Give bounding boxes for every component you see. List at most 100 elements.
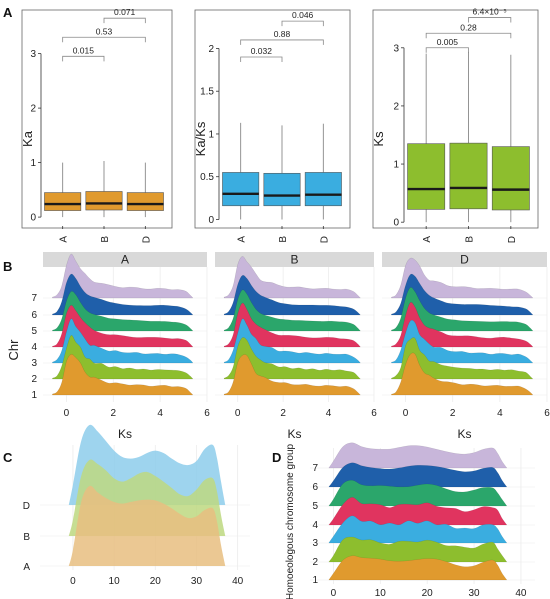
row-label: A	[23, 562, 30, 573]
box-a	[407, 143, 446, 210]
row-label: 5	[312, 501, 318, 512]
row-label: 4	[31, 342, 37, 353]
x-tick-label: B	[465, 236, 476, 243]
x-tick-label: 20	[150, 576, 162, 587]
x-tick-label: 20	[422, 588, 434, 599]
significance-bracket	[240, 56, 283, 63]
y-tick-label: 0	[208, 215, 214, 226]
x-tick-label: 4	[157, 408, 163, 419]
density-ridge-chr4	[52, 305, 194, 348]
facet-a: A 0 2 4 6 Ks	[43, 252, 210, 441]
x-tick-label: 4	[326, 408, 332, 419]
x-axis-title: Ks	[118, 427, 132, 441]
p-value-label: 0.046	[292, 10, 314, 20]
p-value-label: 0.28	[460, 22, 477, 32]
x-tick-label: 10	[109, 576, 121, 587]
density-ridge-chr2	[223, 337, 362, 380]
x-tick-label: 40	[232, 576, 244, 587]
density-ridge-chr5	[223, 289, 362, 332]
row-label: 3	[31, 358, 37, 369]
significance-bracket	[281, 20, 324, 27]
x-tick-label: 30	[469, 588, 481, 599]
density-ridge-chr5	[52, 290, 194, 332]
box-d	[491, 146, 530, 211]
y-tick-label: 1	[208, 129, 214, 140]
p-value-label: 0.071	[114, 7, 136, 17]
x-tick-label: 0	[64, 408, 70, 419]
x-tick-label: D	[507, 236, 518, 243]
row-label: D	[23, 501, 30, 512]
facet-strip	[382, 252, 547, 267]
row-label: 7	[31, 293, 37, 304]
facet-title: A	[121, 253, 129, 267]
p-value-label: 0.005	[437, 37, 459, 47]
box-b	[85, 191, 123, 211]
density-ridge-chr7	[52, 253, 194, 299]
x-tick-label: 2	[280, 408, 286, 419]
facet-title: D	[460, 253, 469, 267]
x-tick-label: A	[59, 236, 70, 243]
x-tick-label: 0	[331, 588, 337, 599]
facet-b: B 0 2 4 6 Ks	[215, 252, 377, 441]
x-tick-label: B	[278, 236, 289, 243]
density-ridge-chr6	[52, 273, 194, 316]
density-ridge-chr2	[52, 335, 194, 380]
row-label: 2	[31, 374, 37, 385]
density-ridge-group7	[328, 442, 508, 469]
density-ridge-chr1	[391, 352, 534, 396]
row-label: 1	[31, 390, 37, 401]
density-ridge-chr3	[391, 319, 534, 364]
x-tick-label: 10	[375, 588, 387, 599]
row-label: 3	[312, 538, 318, 549]
y-tick-label: 0	[393, 218, 399, 229]
density-ridge-chr6	[223, 274, 362, 316]
row-label: 4	[312, 520, 318, 531]
y-tick-label: 3	[393, 43, 399, 54]
x-tick-label: A	[237, 236, 248, 243]
density-ridge-chr7	[223, 256, 362, 299]
panel-label-a: A	[3, 5, 13, 20]
density-ridge-chr7	[391, 257, 534, 299]
density-ridge-group3	[328, 515, 508, 544]
y-tick-label: 2	[30, 104, 36, 115]
density-ridge-chr4	[223, 302, 362, 348]
panel-label-c: C	[3, 450, 13, 465]
x-tick-label: 6	[544, 408, 550, 419]
row-label: 7	[312, 463, 318, 474]
x-tick-label: 0	[235, 408, 241, 419]
x-tick-label: 2	[111, 408, 117, 419]
density-ridge-chr4	[391, 302, 534, 348]
y-axis-title: Homoeologous chromosome group	[285, 443, 296, 599]
density-ridge-group1	[328, 555, 508, 581]
x-tick-label: 40	[515, 588, 527, 599]
panel-label-b: B	[3, 259, 12, 274]
box-a	[222, 172, 260, 207]
x-tick-label: 6	[371, 408, 377, 419]
density-ridge-group5	[328, 479, 508, 507]
y-axis-title: Chr	[6, 339, 21, 361]
y-tick-label: 3	[30, 49, 36, 60]
box-d	[126, 192, 164, 211]
facet-d: D 0 2 4 6 Ks	[382, 252, 550, 441]
density-ridge-group6	[328, 462, 508, 488]
y-tick-label: 1.5	[200, 87, 214, 98]
y-tick-label: 0	[30, 213, 36, 224]
significance-bracket	[425, 32, 512, 39]
row-label: 2	[312, 557, 318, 568]
ridgeline-facets: Chr 1 2 3 4 5 6 7 A 0 2 4 6 Ks B 0 2 4 6 Ks D 0 2 4 6 Ks	[6, 252, 550, 441]
p-value-label: 0.53	[96, 26, 113, 36]
p-value-label: 0.015	[73, 45, 95, 55]
p-value-label: 6.4×10⁻⁵	[473, 7, 507, 17]
significance-bracket	[62, 55, 105, 62]
density-ridge-chr6	[391, 273, 534, 316]
p-value-label: 0.032	[251, 46, 273, 56]
x-tick-label: A	[422, 236, 433, 243]
panel-label-d: D	[272, 450, 281, 465]
density-ridge-group2	[328, 536, 508, 563]
row-label: 6	[31, 310, 37, 321]
x-tick-label: 0	[70, 576, 76, 587]
density-ridge-chr3	[223, 318, 362, 364]
